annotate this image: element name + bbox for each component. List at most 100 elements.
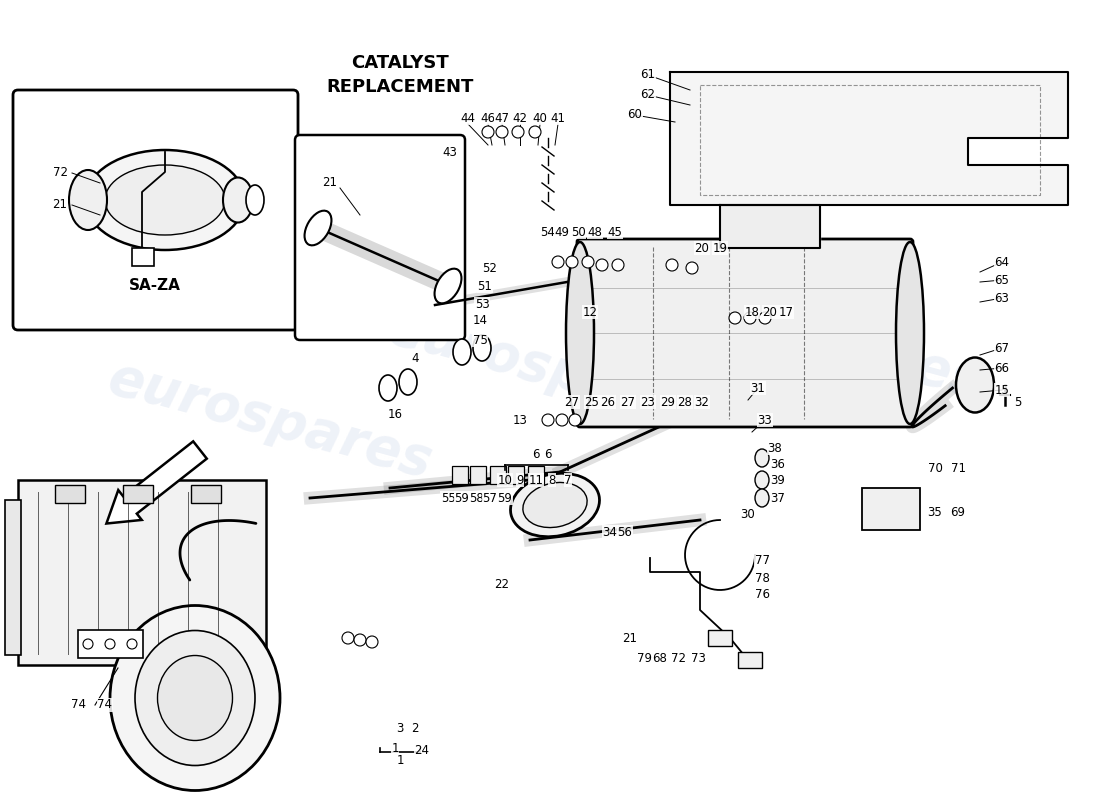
Ellipse shape [399, 369, 417, 395]
Text: 16: 16 [387, 409, 403, 422]
Text: 56: 56 [617, 526, 632, 538]
Text: 77: 77 [755, 554, 770, 566]
Bar [490, 466, 506, 484]
Text: 15: 15 [994, 383, 1010, 397]
FancyArrow shape [107, 442, 207, 523]
Text: 57: 57 [483, 491, 497, 505]
Text: 21: 21 [322, 175, 338, 189]
Text: 59: 59 [454, 491, 470, 505]
Text: 6: 6 [544, 449, 552, 462]
Circle shape [596, 259, 608, 271]
Text: 13: 13 [513, 414, 527, 426]
Circle shape [512, 126, 524, 138]
Bar [862, 488, 920, 530]
Ellipse shape [85, 150, 245, 250]
Text: 61: 61 [640, 69, 656, 82]
Circle shape [666, 259, 678, 271]
Ellipse shape [755, 471, 769, 489]
Text: 66: 66 [994, 362, 1010, 374]
Bar [738, 652, 762, 668]
Text: 31: 31 [750, 382, 766, 394]
Text: eurospares: eurospares [383, 302, 717, 438]
Text: eurospares: eurospares [652, 272, 988, 408]
Circle shape [582, 256, 594, 268]
Text: 73: 73 [691, 651, 705, 665]
Circle shape [342, 632, 354, 644]
Circle shape [569, 414, 581, 426]
Text: 53: 53 [474, 298, 490, 310]
Text: 59: 59 [497, 491, 513, 505]
Bar [55, 485, 85, 503]
Ellipse shape [522, 482, 587, 527]
Text: 60: 60 [628, 109, 642, 122]
Bar [452, 466, 468, 484]
Circle shape [612, 259, 624, 271]
Circle shape [104, 639, 116, 649]
Text: 72: 72 [53, 166, 67, 179]
Text: 41: 41 [550, 111, 565, 125]
Text: 79: 79 [638, 651, 652, 665]
Ellipse shape [956, 358, 994, 413]
Text: 18: 18 [745, 306, 759, 318]
Bar [708, 630, 732, 646]
Text: 5: 5 [1014, 395, 1022, 409]
Text: 34: 34 [603, 526, 617, 538]
Text: 35: 35 [927, 506, 943, 518]
Text: 64: 64 [994, 255, 1010, 269]
Ellipse shape [379, 375, 397, 401]
Text: 76: 76 [755, 589, 770, 602]
Text: eurospares: eurospares [102, 352, 438, 488]
Ellipse shape [755, 449, 769, 467]
Text: 55: 55 [441, 491, 455, 505]
Bar [123, 485, 153, 503]
Text: 46: 46 [481, 111, 495, 125]
Text: 19: 19 [713, 242, 727, 254]
Text: 20: 20 [762, 306, 778, 318]
Text: 68: 68 [652, 651, 668, 665]
Text: 42: 42 [513, 111, 528, 125]
Circle shape [496, 126, 508, 138]
Text: 6: 6 [532, 449, 540, 462]
Text: 21: 21 [623, 631, 638, 645]
Text: 44: 44 [461, 111, 475, 125]
Bar [528, 466, 544, 484]
Text: SA-ZA: SA-ZA [129, 278, 180, 293]
Text: 62: 62 [640, 89, 656, 102]
Text: 4: 4 [411, 351, 419, 365]
Ellipse shape [755, 489, 769, 507]
Ellipse shape [157, 655, 232, 741]
Text: 27: 27 [564, 395, 580, 409]
Circle shape [686, 262, 698, 274]
Text: 17: 17 [779, 306, 793, 318]
Circle shape [354, 634, 366, 646]
Text: 27: 27 [620, 395, 636, 409]
Text: 38: 38 [768, 442, 782, 454]
Ellipse shape [305, 210, 331, 246]
Polygon shape [670, 72, 1068, 205]
Circle shape [556, 414, 568, 426]
Text: 52: 52 [483, 262, 497, 274]
Text: 36: 36 [771, 458, 785, 471]
Text: 40: 40 [532, 111, 548, 125]
Circle shape [126, 639, 138, 649]
Text: 37: 37 [771, 491, 785, 505]
Text: 21: 21 [53, 198, 67, 211]
FancyBboxPatch shape [578, 239, 913, 427]
Circle shape [552, 256, 564, 268]
Text: 30: 30 [740, 509, 756, 522]
Ellipse shape [453, 339, 471, 365]
Ellipse shape [104, 165, 226, 235]
Text: 48: 48 [587, 226, 603, 238]
Circle shape [529, 126, 541, 138]
Text: 20: 20 [694, 242, 710, 254]
Bar [191, 485, 221, 503]
Bar [132, 248, 154, 266]
Text: 32: 32 [694, 395, 710, 409]
Ellipse shape [135, 630, 255, 766]
Text: 7: 7 [564, 474, 572, 486]
Text: 78: 78 [755, 571, 769, 585]
Bar [508, 466, 524, 484]
Ellipse shape [566, 242, 594, 424]
Text: 58: 58 [469, 491, 483, 505]
Text: 74: 74 [98, 698, 112, 711]
